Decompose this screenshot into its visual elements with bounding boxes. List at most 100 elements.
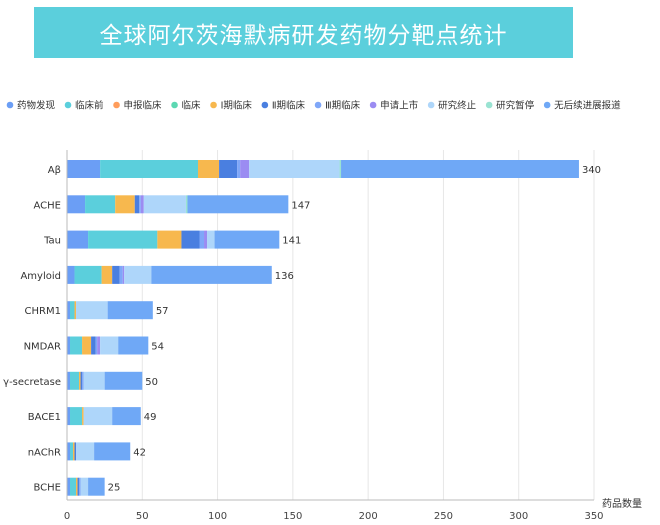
bar-segment: [118, 336, 149, 355]
legend-marker: [314, 101, 322, 109]
total-label: 136: [275, 271, 294, 282]
bar-segment: [67, 442, 71, 461]
bar-segment: [341, 160, 579, 178]
bar-segment: [237, 160, 241, 178]
bar-segment: [74, 301, 77, 320]
bar-segment: [67, 160, 101, 178]
category-label: ACHE: [34, 200, 62, 211]
total-label: 42: [133, 447, 146, 458]
category-label: CHRM1: [25, 306, 61, 317]
x-axis: 0 50 100 150 200 250 300 350: [64, 150, 604, 522]
legend-marker: [369, 101, 377, 109]
bar-segment: [70, 477, 77, 496]
bar-segment: [100, 336, 119, 355]
legend-marker: [261, 101, 269, 109]
category-label: Tau: [43, 236, 61, 247]
bar-segment: [67, 195, 86, 214]
bar-segment: [95, 336, 98, 355]
category-label: BCHE: [33, 483, 61, 494]
bar-segment: [119, 265, 123, 284]
total-labels: 340 147 141 136 57 54 50 49 42 25: [108, 165, 601, 494]
bar-segment: [79, 477, 81, 496]
bar-segment: [151, 265, 272, 284]
legend-marker: [171, 101, 178, 109]
chart-title: 全球阿尔茨海默病研发药物分靶点统计: [99, 22, 508, 49]
bar-segment: [74, 442, 77, 461]
legend-label: 临床: [182, 100, 202, 112]
category-label: Aβ: [48, 165, 61, 176]
bar-segment: [83, 371, 105, 390]
bar-segment: [104, 371, 143, 390]
legend-marker: [113, 101, 120, 109]
bar-segment: [100, 160, 198, 178]
category-labels: Aβ ACHE Tau Amyloid CHRM1 NMDAR γ-secretase BAC…: [3, 165, 61, 494]
legend-label: 研究终止: [438, 100, 477, 112]
bar-segment: [73, 442, 75, 461]
x-tick-label: 50: [136, 511, 149, 522]
category-label: Amyloid: [20, 271, 61, 282]
gridlines: [66, 150, 595, 500]
legend-label: Ⅰ期临床: [221, 100, 253, 112]
bar-segment: [124, 265, 152, 284]
bar-segment: [199, 230, 205, 249]
x-tick-label: 250: [434, 511, 453, 522]
legend-label: 申请上市: [380, 100, 419, 112]
bar-segment: [240, 160, 250, 178]
bar-segment: [94, 442, 131, 461]
x-axis-label: 药品数量: [602, 497, 642, 510]
bar-segment: [112, 407, 141, 426]
bar-segment: [80, 371, 83, 390]
x-tick-label: 200: [359, 511, 378, 522]
legend-label: 药物发现: [17, 100, 56, 112]
bar-segment: [181, 230, 200, 249]
bar-segment: [67, 407, 71, 426]
bar-segment: [76, 301, 108, 320]
bar-segment: [70, 336, 83, 355]
bar-segment: [82, 336, 92, 355]
bar-segment: [70, 442, 74, 461]
bar-segment: [74, 265, 102, 284]
legend-label: 申报临床: [124, 100, 163, 112]
bar-segment: [67, 265, 75, 284]
bar-segment: [88, 230, 158, 249]
total-label: 25: [108, 483, 121, 494]
category-label: γ-secretase: [3, 377, 61, 388]
bar-segment: [79, 371, 81, 390]
x-tick-label: 100: [208, 511, 227, 522]
legend-label: 临床前: [75, 100, 104, 112]
bar-segment: [115, 195, 135, 214]
x-tick-label: 350: [584, 511, 603, 522]
bar-segment: [139, 195, 141, 214]
bar-segment: [82, 407, 84, 426]
total-label: 141: [282, 236, 301, 247]
legend-marker: [543, 101, 551, 109]
total-label: 57: [156, 306, 169, 317]
bar-segment: [140, 195, 144, 214]
x-tick-label: 0: [64, 511, 70, 522]
bar-segment: [67, 301, 71, 320]
bar-segment: [83, 407, 113, 426]
bar-segment: [97, 336, 101, 355]
legend-marker: [210, 101, 217, 109]
bar-segment: [107, 301, 153, 320]
bar-segment: [112, 265, 120, 284]
category-label: BACE1: [28, 412, 61, 423]
total-label: 50: [145, 377, 158, 388]
legend-label: 无后续进展报道: [554, 100, 621, 112]
bar-segment: [185, 195, 188, 214]
legend-marker: [427, 101, 435, 109]
bar-segment: [76, 442, 95, 461]
bar-segment: [76, 477, 78, 496]
bar-segment: [339, 160, 342, 178]
bar-segment: [214, 230, 280, 249]
bar-segment: [85, 195, 116, 214]
bar-segment: [80, 477, 89, 496]
bar-segment: [88, 477, 105, 496]
legend-label: 研究暂停: [496, 100, 535, 112]
bar-segment: [187, 195, 289, 214]
total-label: 49: [144, 412, 157, 423]
bar-segment: [70, 371, 80, 390]
bar-segment: [207, 230, 215, 249]
bar-segment: [67, 477, 71, 496]
